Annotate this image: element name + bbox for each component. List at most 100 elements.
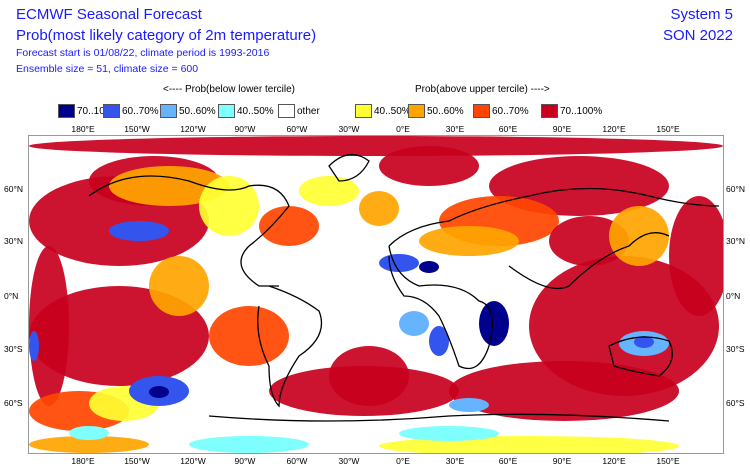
legend-swatch: [218, 104, 235, 118]
legend-item: 70..100%: [58, 104, 119, 118]
anomaly-region: [359, 191, 399, 226]
coastline: [388, 187, 720, 247]
anomaly-region: [399, 311, 429, 336]
longitude-label: 150°W: [124, 124, 150, 134]
legend-item: 60..70%: [103, 104, 159, 118]
anomaly-region: [609, 206, 669, 266]
legend-swatch: [408, 104, 425, 118]
anomaly-region: [429, 326, 449, 356]
legend-item: 40..50%: [218, 104, 274, 118]
coastline: [328, 154, 370, 182]
latitude-label: 0°N: [4, 291, 19, 301]
system-label: System 5: [670, 6, 733, 23]
legend-item-label: 50..60%: [427, 105, 464, 117]
legend-swatch: [160, 104, 177, 118]
title: ECMWF Seasonal Forecast: [16, 6, 202, 23]
forecast-map: [28, 135, 724, 454]
anomaly-region: [449, 398, 489, 412]
ensemble-info: Ensemble size = 51, climate size = 600: [16, 63, 199, 75]
longitude-label: 0°E: [396, 456, 410, 466]
anomaly-region: [259, 206, 319, 246]
anomaly-region: [634, 336, 654, 348]
anomaly-region: [299, 176, 359, 206]
anomaly-region: [199, 176, 259, 236]
longitude-label: 120°E: [602, 456, 626, 466]
anomaly-region: [109, 221, 169, 241]
anomaly-region: [209, 306, 289, 366]
anomaly-region: [29, 436, 149, 453]
latitude-label: 30°S: [726, 344, 745, 354]
latitude-label: 30°N: [726, 236, 745, 246]
longitude-label: 90°E: [552, 456, 572, 466]
longitude-label: 180°E: [71, 456, 95, 466]
legend-item: 60..70%: [473, 104, 529, 118]
longitude-label: 60°E: [498, 124, 518, 134]
legend-item: other: [278, 104, 320, 118]
forecast-info: Forecast start is 01/08/22, climate peri…: [16, 47, 270, 59]
longitude-label: 120°W: [180, 124, 206, 134]
coastline: [508, 232, 670, 290]
subtitle: Prob(most likely category of 2m temperat…: [16, 27, 317, 44]
anomaly-region: [419, 261, 439, 273]
legend-item-label: 40..50%: [237, 105, 274, 117]
anomaly-region: [29, 136, 723, 156]
anomaly-region: [29, 331, 39, 361]
anomaly-region: [549, 216, 629, 266]
longitude-label: 90°W: [234, 456, 256, 466]
latitude-label: 60°N: [726, 184, 745, 194]
longitude-label: 150°E: [656, 456, 680, 466]
latitude-label: 60°S: [726, 398, 745, 408]
anomaly-region: [479, 301, 509, 346]
longitude-label: 0°E: [396, 124, 410, 134]
coastline: [208, 413, 670, 422]
legend-swatch: [541, 104, 558, 118]
latitude-label: 30°N: [4, 236, 23, 246]
anomaly-region: [399, 426, 499, 441]
anomaly-region: [149, 256, 209, 316]
longitude-label: 30°W: [338, 456, 360, 466]
latitude-label: 60°S: [4, 398, 23, 408]
longitude-label: 180°E: [71, 124, 95, 134]
anomaly-region: [419, 226, 519, 256]
coastline: [257, 285, 323, 408]
longitude-label: 30°E: [445, 124, 465, 134]
longitude-label: 90°E: [552, 124, 572, 134]
legend-item-label: 60..70%: [492, 105, 529, 117]
anomaly-region: [29, 246, 69, 406]
longitude-label: 30°W: [338, 124, 360, 134]
legend-item-label: 50..60%: [179, 105, 216, 117]
season-label: SON 2022: [662, 27, 733, 44]
longitude-label: 60°E: [498, 456, 518, 466]
legend-swatch: [355, 104, 372, 118]
longitude-label: 30°E: [445, 456, 465, 466]
legend-item: 40..50%: [355, 104, 411, 118]
longitude-label: 120°E: [602, 124, 626, 134]
latitude-label: 60°N: [4, 184, 23, 194]
anomaly-region: [379, 254, 419, 272]
longitude-label: 150°W: [124, 456, 150, 466]
legend-item: 70..100%: [541, 104, 602, 118]
latitude-label: 30°S: [4, 344, 23, 354]
longitude-label: 60°W: [286, 456, 308, 466]
legend-swatch: [103, 104, 120, 118]
legend-item-label: other: [297, 105, 320, 117]
legend-below-label: <---- Prob(below lower tercile): [163, 84, 295, 95]
anomaly-region: [189, 436, 309, 453]
legend-above-label: Prob(above upper tercile) ---->: [415, 84, 550, 95]
latitude-label: 0°N: [726, 291, 741, 301]
longitude-label: 150°E: [656, 124, 680, 134]
legend-swatch: [58, 104, 75, 118]
anomaly-region: [269, 366, 459, 416]
legend-item-label: 60..70%: [122, 105, 159, 117]
legend-swatch: [473, 104, 490, 118]
coastline: [388, 245, 493, 370]
anomaly-region: [449, 361, 679, 421]
legend-item-label: 40..50%: [374, 105, 411, 117]
legend-item-label: 70..100%: [77, 105, 120, 117]
longitude-label: 60°W: [286, 124, 308, 134]
anomaly-region: [69, 426, 109, 440]
legend-item: 50..60%: [160, 104, 216, 118]
legend-swatch: [278, 104, 295, 118]
anomaly-region: [379, 146, 479, 186]
coastline: [608, 336, 673, 377]
